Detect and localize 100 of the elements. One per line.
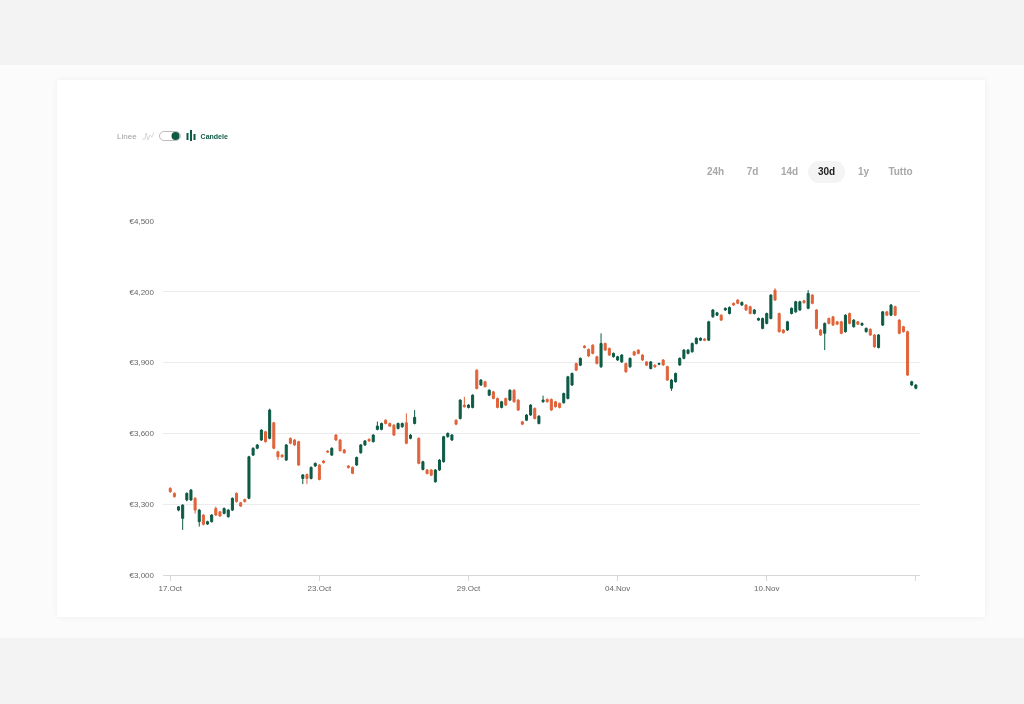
candlestick xyxy=(587,347,591,358)
candlestick xyxy=(819,328,823,337)
candlestick xyxy=(239,501,243,508)
candlestick xyxy=(620,353,624,364)
candlestick xyxy=(520,421,524,426)
candlestick xyxy=(558,401,562,409)
candlestick xyxy=(785,320,789,332)
candlestick xyxy=(487,388,491,397)
candlestick xyxy=(305,473,309,485)
candlestick xyxy=(483,380,487,389)
candlestick xyxy=(649,360,653,370)
text: Tutto xyxy=(887,165,914,179)
candlestick xyxy=(885,310,889,317)
candlestick xyxy=(624,362,628,374)
candlestick xyxy=(375,421,379,431)
candlestick xyxy=(640,353,644,362)
x-tick-label: 17.Oct xyxy=(158,583,183,593)
candlestick xyxy=(856,321,860,326)
candlestick xyxy=(810,293,814,305)
candlestick xyxy=(500,400,504,409)
candlestick xyxy=(607,347,611,357)
candlestick xyxy=(798,300,802,312)
candlestick xyxy=(322,459,326,465)
candlestick xyxy=(413,409,417,425)
candlestick xyxy=(417,436,421,465)
candlestick xyxy=(549,397,553,412)
candlestick xyxy=(814,308,818,330)
candlestick xyxy=(603,342,607,352)
candlestick xyxy=(168,486,172,494)
candlestick xyxy=(317,463,321,481)
candlestick xyxy=(404,412,408,445)
candlestick xyxy=(740,300,744,307)
candlestick xyxy=(736,298,740,305)
candlestick xyxy=(582,344,586,349)
candlestick xyxy=(653,363,657,369)
candlestick xyxy=(711,308,715,319)
candlestick xyxy=(893,305,897,317)
candlestick xyxy=(831,315,835,327)
candlestick xyxy=(665,365,669,382)
candlestick xyxy=(860,321,864,327)
candlestick xyxy=(719,313,723,322)
text: 30d xyxy=(808,161,845,183)
candlestick xyxy=(408,433,413,440)
candlestick xyxy=(703,337,707,342)
candlestick xyxy=(823,321,827,351)
candlestick xyxy=(794,300,798,314)
candlestick xyxy=(338,438,342,453)
candlestick xyxy=(272,421,276,450)
candlestick xyxy=(259,428,263,442)
candlestick xyxy=(371,433,375,444)
x-tick-label: 10.Nov xyxy=(754,583,780,593)
candlestick xyxy=(201,513,205,526)
candlestick xyxy=(611,351,615,359)
x-tick-label: 04.Nov xyxy=(604,583,631,593)
candlestick xyxy=(843,313,847,334)
candlestick xyxy=(806,289,810,310)
candlestick xyxy=(744,303,748,312)
candlestick xyxy=(761,317,765,330)
candlestick xyxy=(471,393,475,409)
candlestick xyxy=(359,443,363,455)
candlestick xyxy=(197,508,201,528)
candlestick xyxy=(379,422,384,431)
candlestick xyxy=(243,498,247,504)
text: 24h xyxy=(705,165,726,179)
candlestick xyxy=(645,360,649,367)
candlestick xyxy=(541,395,545,404)
candlestick xyxy=(276,450,280,461)
candlestick xyxy=(574,362,578,372)
candlestick xyxy=(752,308,756,315)
candlestick xyxy=(425,468,429,475)
candlestick xyxy=(839,320,843,335)
y-tick-label: €3,900 xyxy=(129,358,155,368)
candlestick xyxy=(906,330,910,377)
x-tick-label: 29.Oct xyxy=(456,583,482,593)
candlestick xyxy=(773,287,777,302)
candlestick xyxy=(297,440,301,467)
candlestick xyxy=(578,356,582,367)
candlestick xyxy=(355,456,359,467)
y-tick-label: €4,200 xyxy=(129,287,155,297)
candlestick xyxy=(421,460,425,471)
candlestick xyxy=(326,449,330,454)
candlestick xyxy=(264,430,268,444)
candlestick xyxy=(827,317,831,325)
candlestick xyxy=(553,400,557,409)
y-tick-label: €3,600 xyxy=(129,429,155,439)
candlestick xyxy=(715,311,719,316)
candlestick xyxy=(396,422,400,430)
candlestick xyxy=(661,358,665,367)
text: Linee xyxy=(117,131,137,141)
candlestick xyxy=(475,368,479,390)
candlestick xyxy=(769,293,773,320)
candlestick xyxy=(732,301,736,307)
candlestick xyxy=(400,422,404,429)
candlestick xyxy=(698,336,702,342)
candlestick xyxy=(210,513,214,524)
candlestick xyxy=(458,398,462,420)
candlestick xyxy=(268,408,272,440)
candlestick xyxy=(214,506,218,517)
candlestick xyxy=(313,461,317,468)
candlestick xyxy=(533,406,537,420)
